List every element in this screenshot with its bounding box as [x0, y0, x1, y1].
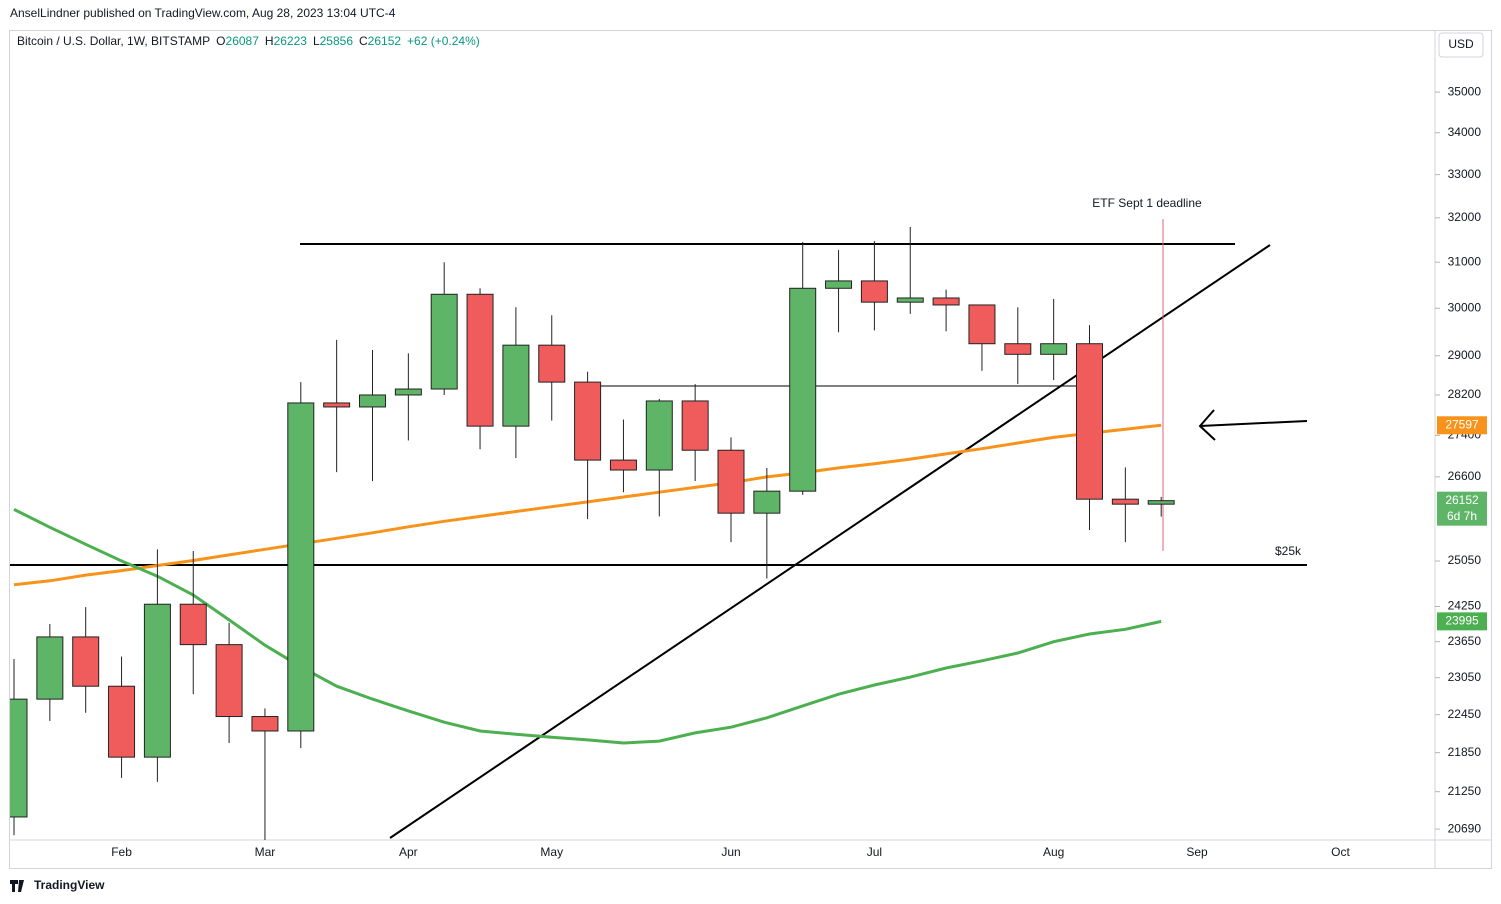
- candle-body: [502, 344, 530, 427]
- y-tick-label: 25050: [1448, 553, 1482, 567]
- y-tick-label: 20690: [1448, 821, 1482, 835]
- x-tick-label: Jun: [721, 845, 740, 859]
- candle-body: [215, 644, 243, 718]
- price-label: [1437, 612, 1487, 631]
- price-label-text: 23995: [1445, 614, 1479, 628]
- y-tick-label: 28200: [1448, 387, 1482, 401]
- y-tick-label: 22450: [1448, 707, 1482, 721]
- y-tick-label: 29000: [1448, 348, 1482, 362]
- candle-body: [108, 685, 136, 758]
- candle-body: [825, 280, 853, 289]
- candle-body: [717, 449, 745, 514]
- header-text: L: [313, 34, 320, 48]
- price-label-text: 27597: [1445, 417, 1479, 431]
- candle-body: [10, 698, 28, 818]
- candle-body: [251, 716, 279, 732]
- y-tick-label: 21850: [1448, 745, 1482, 759]
- candle-body: [789, 287, 817, 492]
- candle-body: [932, 297, 960, 306]
- candle-body: [323, 402, 351, 408]
- candle-body: [1040, 343, 1068, 355]
- header-text: 26087: [226, 34, 260, 48]
- candle-body: [36, 636, 64, 700]
- y-tick-label: 32000: [1448, 210, 1482, 224]
- candle-body: [359, 394, 386, 408]
- y-tick-label: 31000: [1448, 254, 1482, 268]
- y-tick-label: 24250: [1448, 599, 1482, 613]
- candle-body: [1111, 498, 1139, 505]
- x-tick-label: Apr: [399, 845, 418, 859]
- y-tick-label: 26600: [1448, 469, 1482, 483]
- x-tick-label: Oct: [1331, 845, 1350, 859]
- candle-body: [143, 603, 171, 758]
- panel-border: [9, 30, 1492, 869]
- candle-body: [681, 400, 709, 451]
- candle-body: [394, 388, 422, 396]
- candle-body: [1147, 500, 1175, 505]
- x-tick-label: Sep: [1186, 845, 1208, 859]
- candle-body: [466, 293, 494, 427]
- candle-body: [1076, 343, 1103, 500]
- header-text: C: [359, 34, 368, 48]
- header-text: H: [265, 34, 274, 48]
- y-tick-label: 35000: [1448, 84, 1482, 98]
- price-label: [1437, 416, 1487, 435]
- candle-body: [968, 304, 996, 345]
- arrow-head: [1198, 409, 1216, 441]
- symbol-header: Bitcoin / U.S. Dollar, 1W, BITSTAMP O2608…: [17, 34, 480, 48]
- header-text: +62 (+0.24%): [407, 34, 480, 48]
- candle-body: [574, 381, 602, 461]
- candle-body: [896, 297, 924, 303]
- x-tick-label: May: [540, 845, 563, 859]
- candle-body: [179, 603, 207, 646]
- y-tick-label: 30000: [1448, 300, 1482, 314]
- x-tick-label: Jul: [867, 845, 882, 859]
- candle-body: [645, 400, 673, 471]
- candle-body: [72, 636, 100, 687]
- y-tick-label: 23050: [1448, 670, 1482, 684]
- footer-logo: [10, 880, 24, 892]
- x-tick-label: Aug: [1043, 845, 1064, 859]
- candle-body: [538, 344, 566, 383]
- footer-brand: TradingView: [34, 878, 105, 892]
- currency[interactable]: USD: [1448, 37, 1474, 51]
- header-text: 26152: [368, 34, 402, 48]
- y-tick-label: 34000: [1448, 125, 1482, 139]
- currency-button[interactable]: [1438, 32, 1484, 58]
- publisher: AnselLindner published on TradingView.co…: [10, 6, 396, 20]
- plot: [10, 219, 1308, 840]
- header-text: 25856: [320, 34, 354, 48]
- candle-body: [287, 402, 315, 732]
- trend-line: [389, 244, 1271, 839]
- y-tick-label: 33000: [1448, 167, 1482, 181]
- price-label-text: 26152: [1445, 493, 1479, 507]
- header-text: O: [216, 34, 225, 48]
- x-tick-label: Mar: [255, 845, 276, 859]
- y-tick-label: 21250: [1448, 784, 1482, 798]
- annotation: $25k: [1275, 544, 1302, 558]
- price-label: [1437, 491, 1487, 526]
- header-text: Bitcoin / U.S. Dollar, 1W, BITSTAMP: [17, 34, 210, 48]
- header-text: 26223: [274, 34, 308, 48]
- candle-body: [860, 280, 888, 303]
- y-tick-label: 23650: [1448, 634, 1482, 648]
- annotation: ETF Sept 1 deadline: [1092, 196, 1202, 210]
- candle-body: [609, 459, 637, 471]
- candle-body: [430, 293, 458, 390]
- candle-body: [753, 490, 781, 514]
- candle-body: [1004, 343, 1032, 355]
- arrow: [1199, 420, 1308, 427]
- moving-average: [13, 508, 1162, 745]
- x-tick-label: Feb: [111, 845, 132, 859]
- countdown: 6d 7h: [1447, 509, 1477, 523]
